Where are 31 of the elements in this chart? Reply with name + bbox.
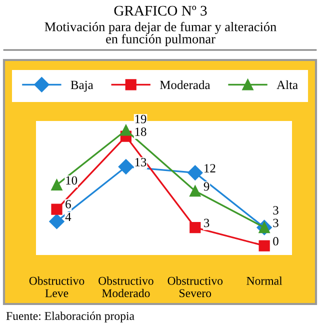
- data-label: 12: [204, 164, 216, 172]
- source-note: Fuente: Elaboración propia: [6, 312, 134, 322]
- chart-title: GRAFICO Nº 3: [114, 6, 207, 16]
- data-label: 19: [135, 114, 146, 124]
- point: [258, 240, 270, 252]
- data-label: 0: [273, 236, 278, 246]
- point: [118, 159, 134, 174]
- x-tick-label: Obstructivo Moderado: [98, 276, 154, 298]
- data-label: 9: [204, 182, 210, 191]
- data-label: 3: [273, 206, 278, 214]
- point: [190, 185, 201, 197]
- data-label: 3: [204, 218, 210, 228]
- data-label: 6: [66, 200, 71, 208]
- point: [190, 222, 201, 234]
- data-label: 13: [135, 158, 146, 166]
- legend-label: Alta: [276, 80, 298, 90]
- data-label: 4: [65, 212, 72, 221]
- legend-label: Moderada: [160, 80, 210, 90]
- x-tick-label: Normal: [246, 276, 282, 285]
- point: [120, 124, 132, 136]
- data-label: 18: [135, 128, 146, 136]
- legend-label: Baja: [70, 80, 94, 92]
- chart-subtitle: Motivación para dejar de fumar y alteración en función pulmonar: [44, 22, 276, 46]
- point: [49, 214, 64, 230]
- data-label: 10: [66, 176, 78, 185]
- point: [51, 204, 62, 215]
- data-label: 3: [273, 218, 278, 228]
- x-tick-label: Obstructivo Severo: [168, 276, 223, 298]
- point: [188, 165, 203, 180]
- x-tick-label: Obstructivo Leve: [29, 276, 84, 298]
- point: [51, 179, 62, 191]
